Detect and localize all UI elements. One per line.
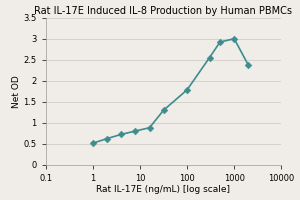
Title: Rat IL-17E Induced IL-8 Production by Human PBMCs: Rat IL-17E Induced IL-8 Production by Hu… xyxy=(34,6,292,16)
Y-axis label: Net OD: Net OD xyxy=(12,75,21,108)
X-axis label: Rat IL-17E (ng/mL) [log scale]: Rat IL-17E (ng/mL) [log scale] xyxy=(97,185,230,194)
